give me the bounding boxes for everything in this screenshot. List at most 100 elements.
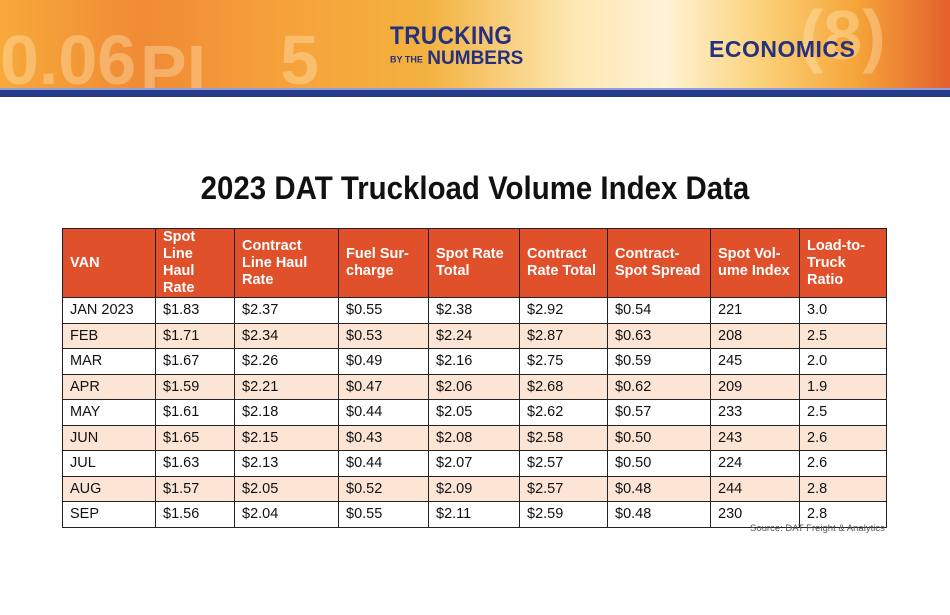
table-cell: $2.07 xyxy=(428,450,520,477)
table-row: AUG $1.57 $2.05 $0.52 $2.09 $2.57 $0.48 244 2.8 xyxy=(62,475,887,502)
table-cell: $0.53 xyxy=(338,322,429,349)
table-header-row: VAN Spot Line Haul Rate Contract Line Haul… xyxy=(62,228,887,298)
table-cell: 224 xyxy=(710,450,800,477)
column-header: Load-to-Truck Ratio xyxy=(799,228,887,298)
table-cell: 243 xyxy=(710,424,800,451)
table-cell: $0.47 xyxy=(338,373,429,400)
trucking-by-the-numbers-logo: TRUCKING BY THE NUMBERS xyxy=(390,22,526,69)
table-cell: $2.68 xyxy=(519,373,608,400)
table-cell: $2.09 xyxy=(428,475,520,502)
header-stripe xyxy=(0,88,950,97)
table-cell: $0.49 xyxy=(338,348,429,375)
table-cell: 2.8 xyxy=(799,475,887,502)
table-cell: $2.15 xyxy=(234,424,339,451)
table-cell: $2.59 xyxy=(519,501,608,528)
table-cell: FEB xyxy=(62,322,156,349)
table-cell: $2.26 xyxy=(234,348,339,375)
table-cell: 3.0 xyxy=(799,297,887,324)
column-header: VAN xyxy=(62,228,156,298)
table-row: JAN 2023 $1.83 $2.37 $0.55 $2.38 $2.92 $0.54 22… xyxy=(62,297,887,324)
table-row: JUL $1.63 $2.13 $0.44 $2.07 $2.57 $0.50 224 2.6 xyxy=(62,450,887,477)
table-cell: $1.67 xyxy=(155,348,235,375)
table-cell: $0.55 xyxy=(338,297,429,324)
table-row: MAY $1.61 $2.18 $0.44 $2.05 $2.62 $0.57 233 2.5 xyxy=(62,399,887,426)
table-cell: $2.62 xyxy=(519,399,608,426)
table-cell: $0.48 xyxy=(607,501,711,528)
table-cell: $1.63 xyxy=(155,450,235,477)
table-cell: $1.57 xyxy=(155,475,235,502)
table-cell: $0.48 xyxy=(607,475,711,502)
table-cell: JUL xyxy=(62,450,156,477)
table-row: JUN $1.65 $2.15 $0.43 $2.08 $2.58 $0.50 243 2.6 xyxy=(62,424,887,451)
table-cell: $0.57 xyxy=(607,399,711,426)
table-cell: $2.92 xyxy=(519,297,608,324)
table-cell: 233 xyxy=(710,399,800,426)
column-header: Contract-Spot Spread xyxy=(607,228,711,298)
table-cell: $2.34 xyxy=(234,322,339,349)
table-cell: 209 xyxy=(710,373,800,400)
table-cell: $0.44 xyxy=(338,450,429,477)
table-cell: $2.18 xyxy=(234,399,339,426)
table-cell: $0.55 xyxy=(338,501,429,528)
logo-line2: NUMBERS xyxy=(427,48,524,69)
table-cell: $0.54 xyxy=(607,297,711,324)
table-cell: $1.83 xyxy=(155,297,235,324)
column-header: Spot Line Haul Rate xyxy=(155,228,235,298)
table-cell: 2.8 xyxy=(799,501,887,528)
table-cell: $2.37 xyxy=(234,297,339,324)
table-cell: 230 xyxy=(710,501,800,528)
table-cell: 2.6 xyxy=(799,424,887,451)
table-cell: MAR xyxy=(62,348,156,375)
page-title: 2023 DAT Truckload Volume Index Data xyxy=(200,170,750,206)
table-cell: 1.9 xyxy=(799,373,887,400)
table-cell: $0.44 xyxy=(338,399,429,426)
table-cell: 221 xyxy=(710,297,800,324)
logo-small: BY THE xyxy=(390,54,423,65)
source-note: Source: DAT Freight & Analytics xyxy=(750,523,885,534)
table-cell: SEP xyxy=(62,501,156,528)
table-cell: $2.06 xyxy=(428,373,520,400)
table-cell: JAN 2023 xyxy=(62,297,156,324)
table-cell: AUG xyxy=(62,475,156,502)
decorative-numbers: (8) xyxy=(800,0,886,74)
logo-line1: TRUCKING xyxy=(390,22,513,50)
table-cell: $1.71 xyxy=(155,322,235,349)
table-cell: 2.5 xyxy=(799,399,887,426)
table-cell: 244 xyxy=(710,475,800,502)
column-header: Spot Rate Total xyxy=(428,228,520,298)
table-cell: 2.6 xyxy=(799,450,887,477)
table-cell: $2.21 xyxy=(234,373,339,400)
column-header: Contract Rate Total xyxy=(519,228,608,298)
table-cell: $2.58 xyxy=(519,424,608,451)
table-cell: 2.0 xyxy=(799,348,887,375)
table-cell: 2.5 xyxy=(799,322,887,349)
decorative-numbers: 0.06 xyxy=(0,21,137,88)
table-row: MAR $1.67 $2.26 $0.49 $2.16 $2.75 $0.59 245 2.0 xyxy=(62,348,887,375)
table-cell: MAY xyxy=(62,399,156,426)
table-cell: $2.57 xyxy=(519,475,608,502)
table-row: SEP $1.56 $2.04 $0.55 $2.11 $2.59 $0.48 230 2.8 xyxy=(62,501,887,528)
table-cell: $0.59 xyxy=(607,348,711,375)
column-header: Contract Line Haul Rate xyxy=(234,228,339,298)
table-cell: $0.50 xyxy=(607,424,711,451)
table-cell: $2.16 xyxy=(428,348,520,375)
table-cell: $2.75 xyxy=(519,348,608,375)
table-cell: $2.13 xyxy=(234,450,339,477)
table-cell: $0.62 xyxy=(607,373,711,400)
data-table: VAN Spot Line Haul Rate Contract Line Haul… xyxy=(62,228,887,528)
decorative-numbers: PI xyxy=(140,31,207,88)
table-row: APR $1.59 $2.21 $0.47 $2.06 $2.68 $0.62 209 1.9 xyxy=(62,373,887,400)
column-header: Spot Vol-ume Index xyxy=(710,228,800,298)
table-cell: $2.08 xyxy=(428,424,520,451)
table-cell: $2.38 xyxy=(428,297,520,324)
header-banner: 0.06 PI 5 (8) TRUCKING BY THE NUMBERS EC… xyxy=(0,0,950,88)
table-cell: $1.61 xyxy=(155,399,235,426)
table-cell: $2.11 xyxy=(428,501,520,528)
table-cell: $2.05 xyxy=(428,399,520,426)
table-cell: $1.59 xyxy=(155,373,235,400)
table-cell: APR xyxy=(62,373,156,400)
table-cell: $1.56 xyxy=(155,501,235,528)
decorative-numbers: 5 xyxy=(280,21,319,88)
table-cell: JUN xyxy=(62,424,156,451)
section-label: ECONOMICS xyxy=(709,36,856,62)
